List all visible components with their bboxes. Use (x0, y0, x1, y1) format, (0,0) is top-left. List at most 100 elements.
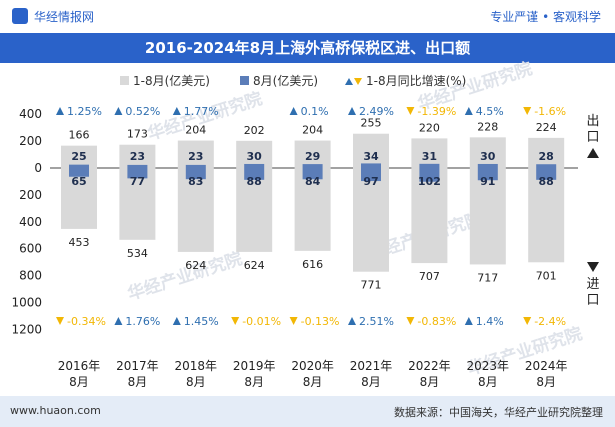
y-tick-label: 1000 (11, 296, 42, 310)
growth-label: 1.25% (67, 105, 102, 118)
import-side-label: 口 (586, 293, 599, 308)
growth-down-icon (406, 317, 415, 325)
import-ytd-label: 717 (477, 271, 498, 284)
website-link[interactable]: www.huaon.com (10, 404, 101, 417)
ytd-bar (61, 145, 97, 229)
growth-up-icon (464, 107, 473, 115)
growth-label: 2.51% (359, 315, 394, 328)
export-month-label: 25 (71, 150, 86, 163)
export-ytd-label: 228 (477, 120, 498, 133)
growth-up-icon (464, 317, 473, 325)
export-ytd-label: 166 (69, 129, 90, 142)
legend-month-label: 8月(亿美元) (253, 73, 318, 88)
import-ytd-label: 624 (244, 259, 265, 272)
export-month-label: 30 (480, 150, 496, 163)
growth-down-icon (523, 107, 532, 115)
import-month-label: 102 (418, 175, 441, 188)
import-month-label: 83 (188, 175, 203, 188)
export-ytd-label: 204 (302, 124, 323, 137)
export-side-label: 口 (586, 130, 599, 145)
month-bar (419, 163, 440, 182)
label-layer: 166 25 65 453 173 23 77 534 204 23 83 624 202 30 88 624… (69, 117, 557, 292)
export-ytd-label: 202 (244, 124, 265, 137)
ytd-bar (353, 133, 389, 272)
import-ytd-label: 616 (302, 258, 323, 271)
x-tick-label-month: 8月 (420, 375, 440, 389)
export-month-label: 23 (188, 150, 203, 163)
x-tick-label-year: 2016年 (58, 359, 101, 373)
export-month-label: 29 (305, 150, 320, 163)
growth-up-icon (289, 107, 298, 115)
x-tick-label-year: 2020年 (291, 359, 334, 373)
growth-label: 1.77% (184, 105, 219, 118)
export-side-label: 出 (586, 114, 599, 129)
export-ytd-label: 255 (361, 117, 382, 130)
import-month-label: 88 (247, 175, 262, 188)
growth-up-icon (114, 317, 123, 325)
x-tick-label-year: 2022年 (408, 359, 451, 373)
site-name: 华经情报网 (34, 10, 95, 24)
growth-label: -0.34% (67, 315, 106, 328)
x-tick-label-year: 2018年 (175, 359, 218, 373)
x-tick-label-year: 2017年 (116, 359, 159, 373)
growth-label: 1.76% (125, 315, 160, 328)
export-month-label: 31 (422, 150, 437, 163)
growth-label: -2.4% (534, 315, 566, 328)
growth-up-icon (348, 317, 356, 325)
import-ytd-label: 707 (419, 270, 440, 283)
export-month-label: 34 (363, 150, 379, 163)
legend: 1-8月(亿美元) 8月(亿美元) 1-8月同比增速(%) (120, 73, 466, 88)
footer: www.huaon.com 数据来源：中国海关，华经产业研究院整理 (0, 396, 615, 427)
month-bar (69, 164, 89, 177)
data-source: 数据来源：中国海关，华经产业研究院整理 (394, 406, 603, 419)
x-tick-label-month: 8月 (478, 375, 498, 389)
growth-down-icon (523, 317, 532, 325)
growth-label: -0.13% (301, 315, 340, 328)
logo-icon (12, 8, 28, 24)
month-bar (361, 163, 381, 182)
legend-month-marker (240, 76, 249, 85)
ytd-bar (469, 137, 506, 265)
growth-label: -1.6% (534, 105, 566, 118)
growth-up-icon (114, 107, 123, 115)
export-ytd-label: 173 (127, 128, 148, 141)
x-tick-label-month: 8月 (536, 375, 556, 389)
growth-label: 2.49% (359, 105, 394, 118)
ytd-bar (236, 140, 273, 252)
growth-layer: 1.25% -0.34% 0.52% 1.76% 1.77% 1.45% -0.01% 0.1… (56, 105, 566, 328)
legend-down-triangle (354, 78, 362, 85)
export-month-label: 23 (130, 150, 145, 163)
month-bar (477, 163, 498, 181)
legend-ytd-label: 1-8月(亿美元) (133, 73, 210, 88)
ytd-bar (294, 140, 331, 251)
export-arrow-icon (587, 148, 599, 158)
growth-down-icon (56, 317, 64, 325)
y-tick-label: 400 (19, 215, 42, 229)
ytd-bar (177, 140, 214, 252)
import-side-label: 进 (586, 277, 599, 292)
x-tick-label-year: 2019年 (233, 359, 276, 373)
import-ytd-label: 701 (536, 269, 557, 282)
x-tick-label-year: 2021年 (350, 359, 393, 373)
ytd-bar (119, 144, 156, 240)
export-month-label: 28 (539, 150, 554, 163)
y-tick-label: 400 (19, 107, 42, 121)
export-ytd-label: 204 (185, 124, 206, 137)
import-month-label: 97 (363, 175, 378, 188)
growth-down-icon (289, 317, 298, 325)
growth-label: -0.01% (242, 315, 281, 328)
import-month-label: 77 (130, 175, 145, 188)
x-axis: 2016年 8月 2017年 8月 2018年 8月 2019年 8月 2020年 8月 2021年… (58, 359, 568, 389)
growth-up-icon (172, 107, 181, 115)
export-month-label: 30 (247, 150, 263, 163)
month-bar (127, 164, 148, 179)
import-ytd-label: 453 (69, 236, 90, 249)
x-tick-label-month: 8月 (244, 375, 264, 389)
y-tick-label: 0 (34, 161, 42, 175)
growth-up-icon (56, 107, 64, 115)
legend-growth-label: 1-8月同比增速(%) (366, 74, 466, 88)
export-ytd-label: 224 (536, 121, 557, 134)
x-tick-label-month: 8月 (128, 375, 148, 389)
